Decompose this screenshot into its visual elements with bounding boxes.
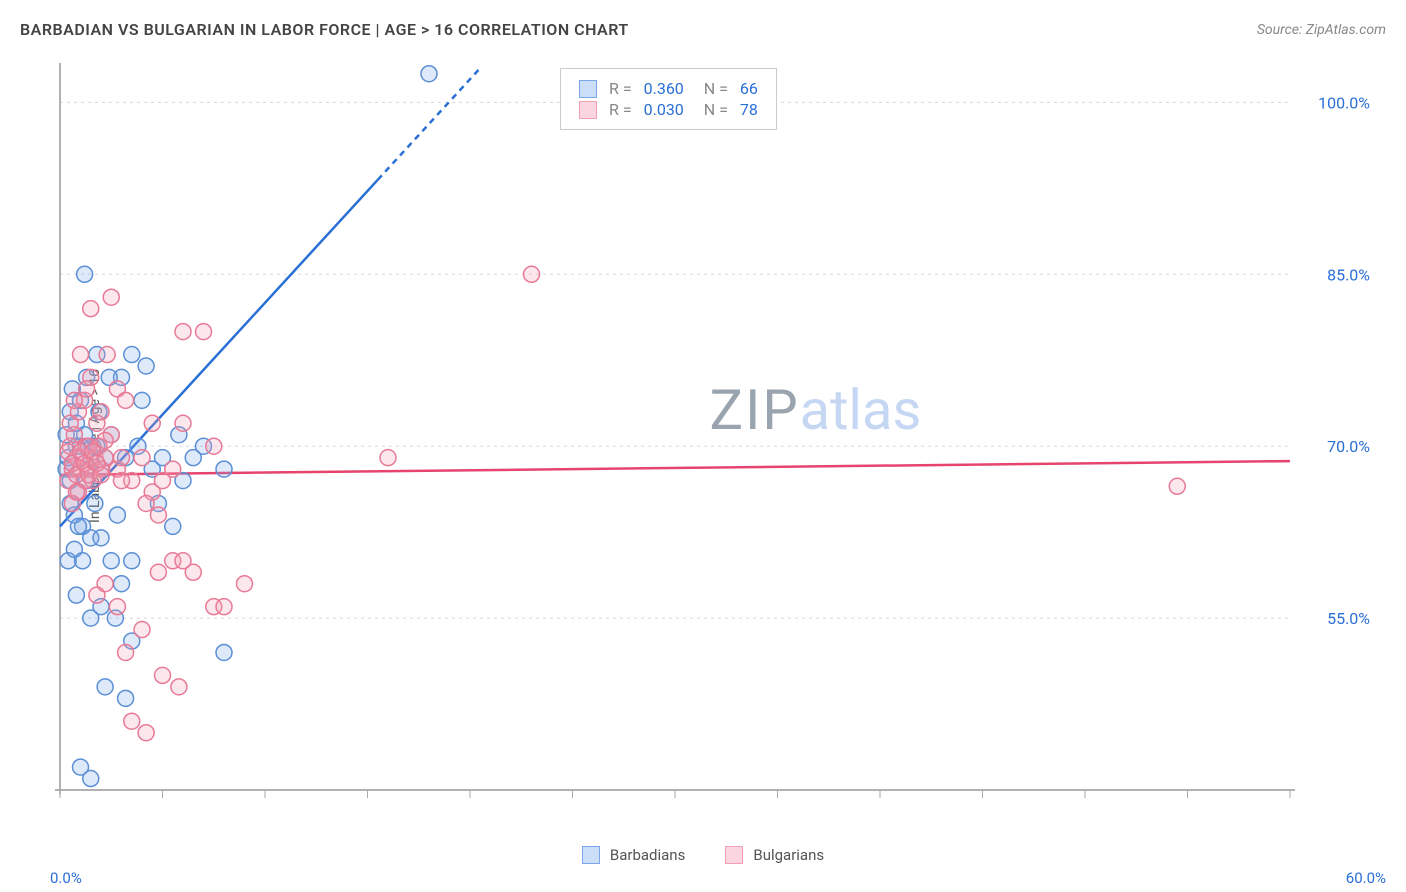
stat-n-value: 66 bbox=[740, 79, 758, 98]
swatch-icon bbox=[579, 101, 597, 119]
chart-svg: 100.0% 85.0% 70.0% 55.0% bbox=[50, 60, 1380, 820]
x-axis-labels: 0.0% 60.0% bbox=[50, 869, 1386, 887]
legend-item: Barbadians bbox=[582, 846, 685, 864]
svg-text:70.0%: 70.0% bbox=[1327, 437, 1370, 456]
scatter-plot: 100.0% 85.0% 70.0% 55.0% bbox=[50, 60, 1380, 820]
stats-box: R = 0.360 N = 66 R = 0.030 N = 78 bbox=[560, 68, 777, 130]
swatch-icon bbox=[579, 80, 597, 98]
legend: Barbadians Bulgarians bbox=[0, 846, 1406, 864]
swatch-icon bbox=[725, 846, 743, 864]
stats-row: R = 0.360 N = 66 bbox=[579, 79, 758, 98]
stats-row: R = 0.030 N = 78 bbox=[579, 100, 758, 119]
stat-label: N = bbox=[696, 79, 728, 98]
stat-n-value: 78 bbox=[740, 100, 758, 119]
stat-r-value: 0.360 bbox=[644, 79, 684, 98]
svg-text:55.0%: 55.0% bbox=[1327, 609, 1370, 628]
chart-source: Source: ZipAtlas.com bbox=[1257, 22, 1386, 38]
chart-title: BARBADIAN VS BULGARIAN IN LABOR FORCE | … bbox=[20, 20, 629, 39]
legend-label: Bulgarians bbox=[753, 846, 824, 864]
legend-label: Barbadians bbox=[610, 846, 685, 864]
x-axis-max: 60.0% bbox=[1346, 869, 1386, 887]
x-axis-min: 0.0% bbox=[50, 869, 82, 887]
svg-text:85.0%: 85.0% bbox=[1327, 265, 1370, 284]
chart-header: BARBADIAN VS BULGARIAN IN LABOR FORCE | … bbox=[20, 20, 1386, 39]
legend-item: Bulgarians bbox=[725, 846, 824, 864]
svg-text:100.0%: 100.0% bbox=[1318, 93, 1370, 112]
stat-label: R = bbox=[609, 100, 632, 119]
swatch-icon bbox=[582, 846, 600, 864]
stat-label: R = bbox=[609, 79, 632, 98]
stat-r-value: 0.030 bbox=[644, 100, 684, 119]
stat-label: N = bbox=[696, 100, 728, 119]
